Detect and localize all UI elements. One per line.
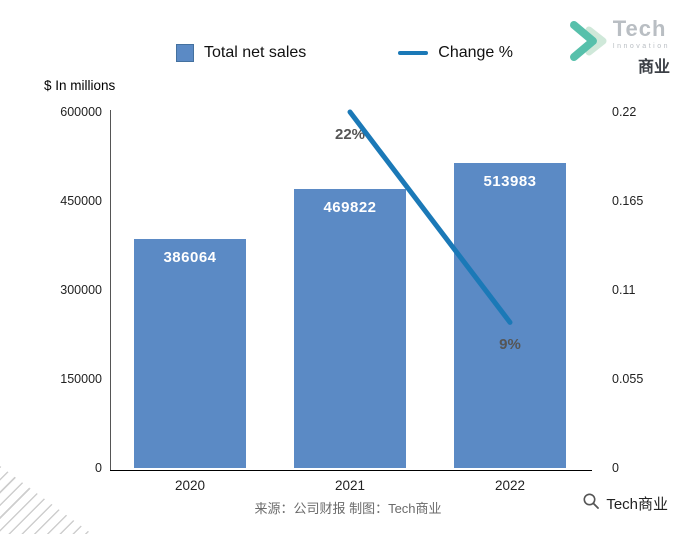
brand-logo-text: Tech Innovation 商业 [613, 16, 670, 77]
x-axis-label-2022: 2022 [494, 478, 526, 493]
right-axis-tick: 0.11 [612, 283, 636, 297]
bar-value-label: 513983 [483, 173, 537, 191]
source-note: 来源：公司财报 制图：Tech商业 [254, 501, 442, 516]
legend-item-change-percent[interactable]: Change % [398, 44, 513, 62]
bar-2021[interactable]: 469822 [294, 189, 406, 468]
x-axis-label-2021: 2021 [334, 478, 366, 493]
bar-swatch-icon [176, 44, 194, 62]
footer-brand-badge[interactable]: Tech商业 [582, 492, 668, 514]
brand-logo: Tech Innovation 商业 [567, 16, 670, 77]
line-swatch-icon [398, 51, 429, 55]
right-axis-tick: 0.055 [612, 372, 644, 386]
legend: Total net sales Change % [176, 44, 513, 62]
bar-2022[interactable]: 513983 [454, 163, 566, 468]
bar-value-label: 386064 [163, 248, 217, 266]
y-axis-line [110, 110, 111, 470]
x-axis-line [110, 470, 592, 471]
magnifier-icon [582, 492, 600, 514]
x-axis-label-2020: 2020 [174, 478, 206, 493]
bar-2020[interactable]: 386064 [134, 238, 246, 468]
right-axis-tick: 0 [612, 461, 619, 475]
legend-item-total-net-sales[interactable]: Total net sales [176, 44, 306, 62]
right-axis-tick: 0.22 [612, 105, 637, 119]
left-axis-tick: 0 [95, 461, 102, 475]
left-axis-tick: 600000 [60, 105, 102, 119]
left-axis-title: $ In millions [44, 78, 116, 93]
left-axis-tick: 150000 [60, 372, 102, 386]
brand-name-cn: 商业 [637, 59, 670, 76]
chevron-logo-icon [567, 16, 609, 71]
brand-name: Tech [612, 16, 667, 41]
left-axis-tick: 450000 [60, 194, 102, 208]
line-point-label: 9% [499, 336, 521, 354]
right-axis-tick: 0.165 [612, 194, 644, 208]
bar-value-label: 469822 [323, 199, 377, 217]
legend-label: Total net sales [204, 44, 307, 61]
legend-label: Change % [438, 44, 513, 61]
line-point-label: 22% [334, 126, 366, 143]
brand-subtitle: Innovation [612, 43, 670, 50]
left-axis-tick: 300000 [60, 283, 102, 297]
footer-brand-label: Tech商业 [606, 495, 668, 513]
